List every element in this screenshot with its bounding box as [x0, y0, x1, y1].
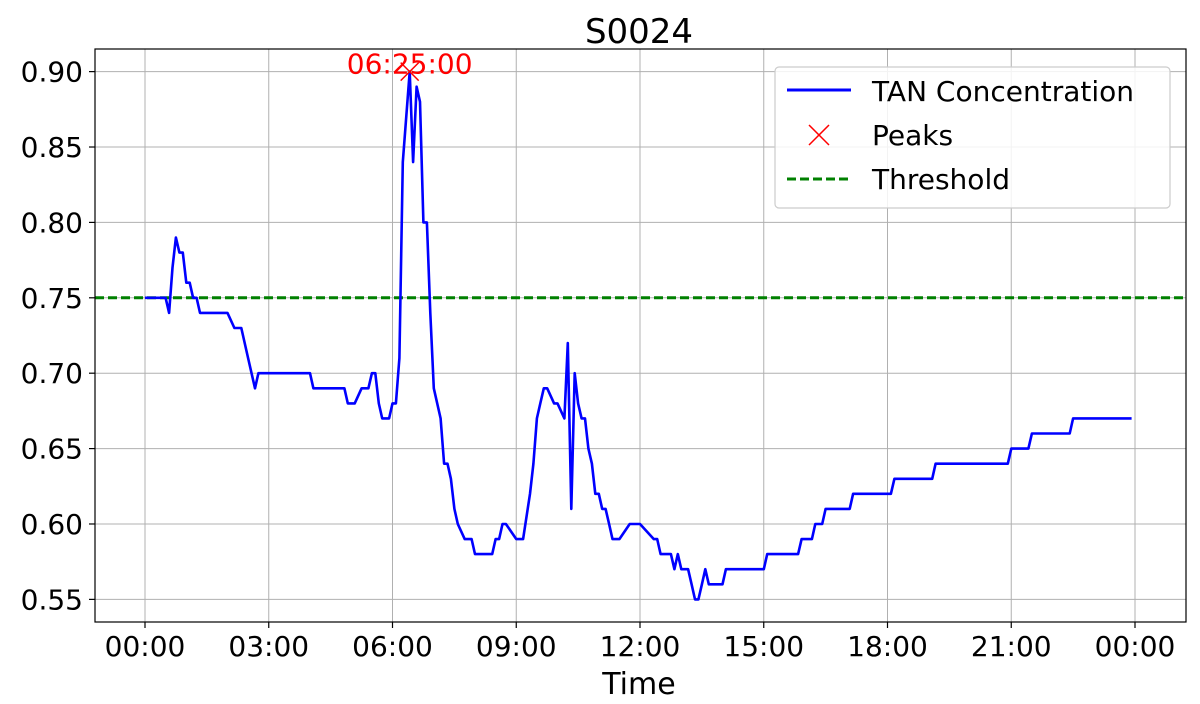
x-tick-label: 09:00 [476, 630, 557, 663]
x-tick-label: 06:00 [352, 630, 433, 663]
legend-peak-swatch [808, 124, 830, 146]
legend-box [774, 66, 1171, 209]
legend-label-peaks: Peaks [872, 119, 953, 152]
peak-marker [400, 62, 420, 82]
x-tick-label: 00:00 [105, 630, 186, 663]
chart-title: S0024 [585, 12, 693, 52]
x-axis-label: Time [601, 667, 675, 700]
y-tick-label: 0.55 [21, 583, 83, 616]
x-axis-ticks: 00:00 03:00 06:00 09:00 12:00 15:00 18:00 21:00… [105, 622, 1176, 663]
y-tick-label: 0.75 [21, 282, 83, 315]
legend-label-tan: TAN Concentration [871, 75, 1134, 108]
y-tick-label: 0.65 [21, 433, 83, 466]
peak-annotation: 06:25:00 [347, 48, 473, 81]
x-tick-label: 21:00 [971, 630, 1052, 663]
chart-legend: TAN Concentration Peaks Threshold [774, 66, 1171, 209]
x-tick-label: 18:00 [847, 630, 928, 663]
peak-layer [400, 62, 420, 82]
x-tick-label: 12:00 [600, 630, 681, 663]
legend-label-threshold: Threshold [871, 163, 1010, 196]
x-tick-label: 03:00 [228, 630, 309, 663]
y-tick-label: 0.80 [21, 206, 83, 239]
y-tick-label: 0.60 [21, 508, 83, 541]
y-tick-label: 0.70 [21, 357, 83, 390]
series-layer [145, 70, 1132, 601]
y-tick-label: 0.85 [21, 131, 83, 164]
y-axis-ticks: 0.55 0.60 0.65 0.70 0.75 0.80 0.85 0.90 [21, 56, 95, 616]
x-tick-label: 15:00 [723, 630, 804, 663]
tan-concentration-line [145, 70, 1132, 601]
x-tick-label: 00:00 [1095, 630, 1176, 663]
y-tick-label: 0.90 [21, 56, 83, 89]
